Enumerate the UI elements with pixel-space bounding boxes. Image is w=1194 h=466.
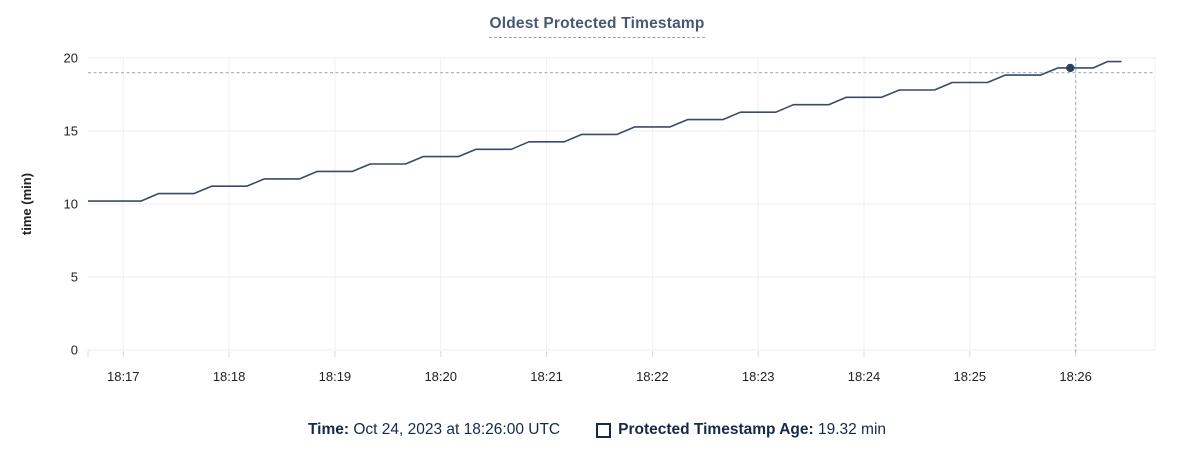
x-tick-label: 18:22 — [636, 369, 669, 384]
x-tick-label: 18:26 — [1059, 369, 1092, 384]
x-tick-label: 18:20 — [424, 369, 457, 384]
legend-series-label: Protected Timestamp Age: — [618, 421, 814, 438]
x-tick-label: 18:21 — [530, 369, 563, 384]
hover-legend-bar: Time: Oct 24, 2023 at 18:26:00 UTC Prote… — [0, 421, 1194, 439]
y-axis-title: time (min) — [19, 173, 34, 235]
hover-time-label: Time: — [307, 421, 350, 438]
legend-series-value: 19.32 min — [813, 421, 887, 438]
x-tick-label: 18:17 — [107, 369, 140, 384]
y-tick-label: 10 — [64, 197, 78, 212]
x-tick-label: 18:18 — [213, 369, 246, 384]
chart-header: Oldest Protected Timestamp — [0, 15, 1194, 38]
y-tick-label: 5 — [71, 270, 78, 285]
x-tick-label: 18:25 — [954, 369, 987, 384]
x-tick-label: 18:23 — [742, 369, 775, 384]
hover-time-readout: Time: Oct 24, 2023 at 18:26:00 UTC — [308, 421, 560, 439]
x-tick-label: 18:24 — [848, 369, 881, 384]
y-tick-label: 0 — [71, 343, 78, 358]
hover-time-value: Oct 24, 2023 at 18:26:00 UTC — [349, 421, 561, 438]
legend-swatch-icon — [596, 422, 612, 438]
y-tick-label: 20 — [64, 51, 78, 66]
hover-point-dot[interactable] — [1066, 63, 1075, 73]
series-line — [88, 60, 1122, 202]
chart-title[interactable]: Oldest Protected Timestamp — [489, 15, 705, 38]
legend-item-protected-timestamp-age[interactable]: Protected Timestamp Age: 19.32 min — [596, 421, 886, 439]
chart-plot-area[interactable]: 18:17 18:18 18:19 18:20 18:21 18:22 18:23 18:24… — [0, 0, 1194, 400]
x-tick-label: 18:19 — [319, 369, 352, 384]
y-tick-label: 15 — [64, 124, 78, 139]
